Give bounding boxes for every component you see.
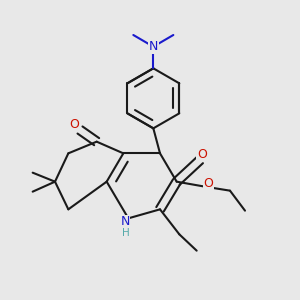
Text: O: O bbox=[197, 148, 207, 161]
Text: O: O bbox=[69, 118, 79, 131]
Text: N: N bbox=[148, 40, 158, 53]
Text: O: O bbox=[203, 177, 213, 190]
Text: N: N bbox=[120, 215, 130, 228]
Text: H: H bbox=[122, 228, 130, 238]
